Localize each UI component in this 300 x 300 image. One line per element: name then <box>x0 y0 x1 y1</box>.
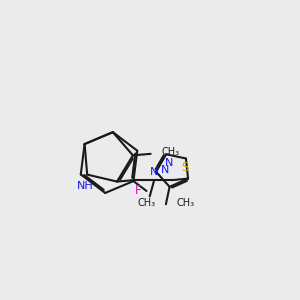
Text: F: F <box>135 184 142 197</box>
Text: N: N <box>161 165 169 175</box>
Text: N: N <box>150 167 158 177</box>
Text: CH₃: CH₃ <box>176 198 194 208</box>
Text: CH₃: CH₃ <box>137 198 155 208</box>
Text: CH₃: CH₃ <box>161 147 179 158</box>
Text: NH: NH <box>77 181 94 191</box>
Text: N: N <box>165 158 173 168</box>
Text: S: S <box>182 161 189 174</box>
